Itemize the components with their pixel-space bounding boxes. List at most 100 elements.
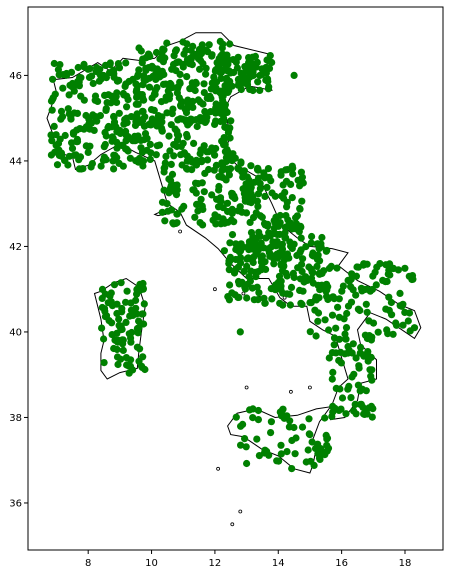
data-point (223, 108, 231, 116)
data-point (245, 59, 253, 67)
data-point (223, 199, 232, 207)
data-point (336, 385, 344, 393)
data-point (217, 109, 225, 117)
data-point (256, 86, 264, 94)
data-point (254, 166, 262, 174)
data-point (349, 340, 357, 348)
data-point (254, 246, 262, 254)
data-point (137, 47, 145, 55)
data-point (189, 103, 197, 111)
data-point (115, 159, 123, 167)
data-point (146, 155, 154, 163)
data-point (222, 154, 230, 162)
data-point (115, 76, 123, 84)
data-point (224, 128, 232, 137)
data-point (238, 208, 246, 216)
data-point (212, 161, 220, 169)
small-island (230, 522, 235, 527)
data-point (344, 302, 353, 310)
data-point (389, 330, 397, 338)
data-point (118, 325, 126, 333)
y-tick-label: 42 (9, 242, 22, 253)
data-point (136, 118, 144, 126)
data-point (53, 161, 62, 169)
data-point (314, 440, 322, 448)
data-point (139, 285, 147, 293)
data-point (197, 57, 205, 65)
data-point (186, 119, 194, 127)
data-point (241, 435, 249, 443)
data-point (73, 109, 82, 117)
data-point (230, 68, 238, 77)
data-point (342, 410, 350, 418)
data-point (249, 193, 257, 201)
data-point (169, 105, 177, 113)
data-point (264, 85, 272, 93)
data-point (334, 303, 342, 311)
data-point (109, 157, 117, 165)
data-point (267, 429, 275, 437)
data-point (237, 159, 245, 167)
data-point (145, 120, 153, 129)
data-point (253, 435, 261, 443)
data-point (161, 217, 169, 225)
data-point (308, 438, 316, 446)
data-point (176, 78, 184, 86)
data-point (104, 299, 112, 307)
data-point (108, 137, 116, 145)
data-point (127, 338, 135, 346)
data-point (167, 160, 175, 168)
data-point (335, 335, 343, 343)
data-point (113, 309, 121, 318)
data-point (365, 317, 373, 325)
data-point (355, 364, 363, 372)
data-point (174, 58, 183, 66)
data-point (133, 343, 141, 351)
data-point (283, 250, 292, 258)
plot-area (46, 32, 422, 527)
data-point (56, 135, 64, 143)
data-point (349, 286, 357, 294)
data-point (292, 214, 300, 222)
data-point (134, 100, 142, 108)
data-point (321, 285, 329, 293)
data-point (180, 50, 188, 58)
data-point (217, 87, 225, 95)
data-point (323, 441, 331, 449)
data-point (126, 312, 134, 320)
data-point (271, 219, 279, 227)
data-point (96, 112, 104, 120)
data-point (101, 91, 109, 99)
data-point (49, 75, 57, 83)
data-point (113, 300, 121, 308)
data-point (162, 152, 170, 160)
data-point (84, 148, 92, 156)
data-point (193, 200, 201, 208)
data-point (274, 278, 282, 286)
data-point (91, 96, 99, 104)
data-point (100, 335, 108, 343)
data-point (169, 219, 177, 227)
data-point (376, 260, 384, 268)
data-point (333, 264, 341, 272)
data-point (69, 129, 77, 137)
data-point (211, 67, 219, 75)
data-point (263, 56, 271, 64)
data-point (205, 41, 213, 49)
data-point (132, 296, 140, 304)
data-point (136, 91, 144, 99)
data-point (232, 58, 240, 66)
data-point (273, 457, 281, 465)
data-point (342, 324, 351, 332)
data-point (329, 368, 337, 376)
data-point (357, 400, 365, 408)
data-point (296, 204, 304, 213)
data-point (183, 40, 191, 48)
data-point (315, 269, 324, 277)
data-point (93, 117, 101, 125)
data-point (305, 415, 313, 423)
data-point (173, 210, 181, 218)
data-point (304, 446, 312, 454)
data-point (158, 127, 166, 135)
data-point (134, 71, 142, 79)
